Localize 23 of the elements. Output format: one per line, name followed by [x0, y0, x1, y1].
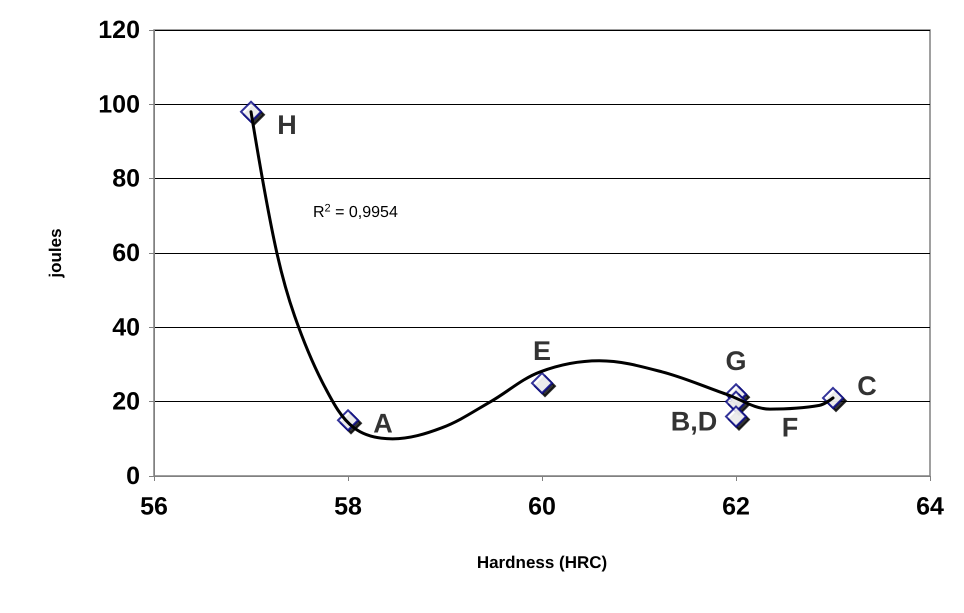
annotation: H — [277, 110, 297, 140]
annotation: E — [532, 336, 552, 366]
x-tick-label: 60 — [528, 492, 556, 520]
annotation: C — [857, 370, 877, 401]
point — [531, 372, 553, 394]
annotation: A — [373, 408, 393, 438]
y-tick-label: 40 — [112, 313, 140, 342]
y-tick-label: 0 — [126, 462, 140, 490]
x-axis-title: Hardness (HRC) — [476, 553, 608, 572]
y-tick-label: 60 — [112, 239, 140, 267]
y-tick-label: 120 — [98, 16, 140, 44]
x-tick-label: 64 — [916, 492, 944, 520]
y-tick-label: 100 — [98, 90, 140, 118]
annotation: F — [782, 412, 798, 443]
x-tick-label: 58 — [334, 492, 362, 520]
annotation: B,D — [670, 406, 718, 437]
y-axis-title: joules — [46, 228, 65, 279]
annotation: G — [725, 346, 747, 376]
point — [725, 406, 747, 428]
x-tick-label: 62 — [722, 492, 750, 520]
y-tick-label: 20 — [112, 388, 140, 416]
x-tick-label: 56 — [140, 492, 168, 520]
y-tick-label: 80 — [112, 164, 140, 193]
